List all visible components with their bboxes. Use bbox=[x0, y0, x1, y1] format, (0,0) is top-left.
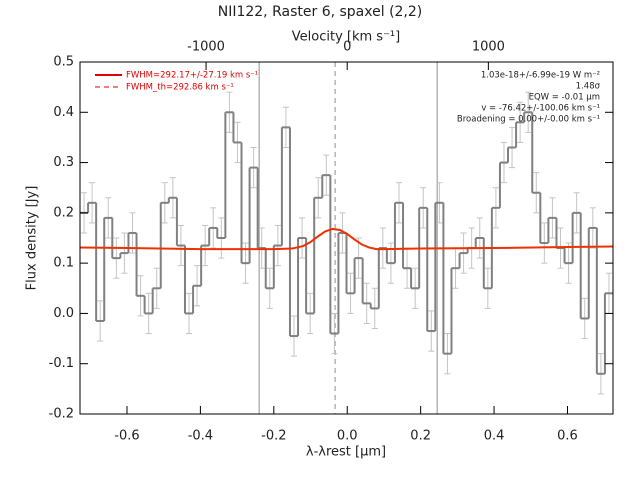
plot-frame bbox=[79, 61, 614, 415]
y-tick-label: 0.2 bbox=[53, 205, 74, 220]
chart-title: NII122, Raster 6, spaxel (2,2) bbox=[218, 4, 423, 20]
y-tick-label: 0.0 bbox=[53, 306, 74, 321]
annotation: 1.03e-18+/-6.99e-19 W m⁻² bbox=[481, 71, 600, 81]
legend-label: FWHM_th=292.86 km s⁻¹ bbox=[126, 83, 234, 93]
y-axis-label: Flux density [Jy] bbox=[25, 186, 40, 291]
x2-axis-label: Velocity [km s⁻¹] bbox=[292, 30, 400, 45]
y-tick-label: 0.4 bbox=[53, 105, 74, 120]
y-tick-label: 0.3 bbox=[53, 155, 74, 170]
x2-tick-label: -1000 bbox=[187, 40, 225, 55]
fit-line bbox=[79, 227, 614, 251]
legend-label: FWHM=292.17+/-27.19 km s⁻¹ bbox=[126, 71, 258, 81]
x-tick-label: -0.2 bbox=[261, 429, 286, 444]
annotation: Broadening = 0.00+/-0.00 km s⁻¹ bbox=[457, 115, 600, 125]
x-tick-label: 0.4 bbox=[484, 429, 505, 444]
y-tick-label: -0.2 bbox=[49, 407, 74, 422]
x-tick-label: 0.6 bbox=[557, 429, 578, 444]
x2-tick-label: 0 bbox=[343, 40, 351, 55]
x2-tick-label: 1000 bbox=[472, 40, 505, 55]
x-tick-label: 0.0 bbox=[337, 429, 358, 444]
x-axis-label: λ-λrest [μm] bbox=[306, 445, 386, 460]
x-tick-label: -0.6 bbox=[114, 429, 139, 444]
annotation: EQW = -0.01 μm bbox=[529, 93, 600, 103]
annotation: v = -76.42+/-100.06 km s⁻¹ bbox=[481, 104, 600, 114]
annotation: 1.48σ bbox=[576, 82, 601, 92]
y-tick-label: 0.5 bbox=[53, 55, 74, 70]
y-tick-label: -0.1 bbox=[49, 356, 74, 371]
y-tick-label: 0.1 bbox=[53, 256, 74, 271]
x-tick-label: 0.2 bbox=[410, 429, 431, 444]
x-tick-label: -0.4 bbox=[188, 429, 213, 444]
